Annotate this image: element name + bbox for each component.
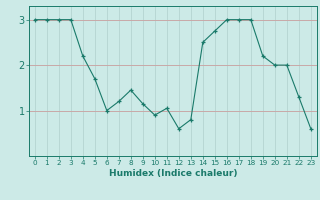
X-axis label: Humidex (Indice chaleur): Humidex (Indice chaleur)	[108, 169, 237, 178]
